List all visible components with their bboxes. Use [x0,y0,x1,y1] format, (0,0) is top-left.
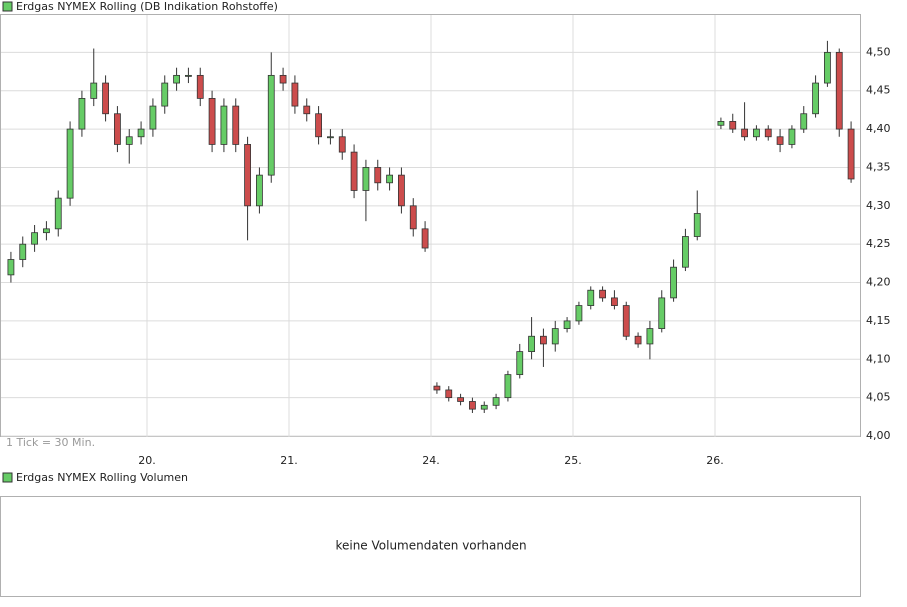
candle-body [7,259,15,276]
candle-body [492,397,500,406]
x-tick-label: 26. [706,454,724,467]
candle-body [398,174,405,207]
candle-body [847,128,855,180]
plot-area [1,15,860,437]
candle-body [504,374,512,399]
candle-body [291,82,299,107]
chart-title: Erdgas NYMEX Rolling (DB Indikation Rohs… [16,0,278,13]
candle-body [43,228,50,234]
candle-body [611,297,618,306]
candle-body [386,174,393,184]
y-tick-label: 4,15 [866,314,891,327]
candle-body [670,266,677,299]
candle-body [445,389,453,399]
candle-body [741,128,748,138]
candle-body [173,74,180,84]
candle-body [315,113,322,138]
candle-body [717,121,725,126]
candle-body [66,128,74,199]
candle-body [812,82,819,115]
candle-body [19,243,27,260]
candle-body [776,136,784,145]
candle-body [338,136,346,153]
candle-body [658,297,666,329]
annotation: 1 Tick = 30 Min. [6,436,95,449]
candle-body [528,335,535,353]
candle-body [835,51,843,130]
candle-body [634,335,642,345]
y-tick-label: 4,40 [866,122,891,135]
candle-body [78,98,86,130]
y-tick-label: 4,25 [866,237,891,250]
candle-body [244,144,251,207]
candle-body [256,174,263,207]
candle-body [137,128,145,138]
candle-body [149,105,157,130]
y-tick-label: 4,35 [866,160,891,173]
volume-title: Erdgas NYMEX Rolling Volumen [16,471,188,484]
candle-body [646,328,654,345]
y-tick-label: 4,10 [866,352,891,365]
legend-swatch [2,1,13,12]
y-tick-label: 4,50 [866,45,891,58]
candle-body [575,305,583,322]
candle-body [102,82,109,115]
candle-body [622,305,630,337]
candle-body [824,51,831,84]
candle-body [729,121,737,130]
candle-body [753,128,760,138]
candle-body [362,167,370,191]
x-tick-label: 21. [280,454,298,467]
candle-body [161,82,169,107]
candle-body [421,228,429,249]
x-tick-label: 25. [564,454,582,467]
candle-body [587,289,595,306]
candle-body [480,404,488,410]
volume-message: keine Volumendaten vorhanden [335,539,526,553]
candle-body [220,105,228,145]
candle-body [374,167,382,184]
x-tick-label: 20. [138,454,156,467]
candle-body [327,136,334,139]
candle-body [693,213,701,237]
candle-body [125,136,133,145]
candle-body [303,105,311,115]
candle-body [31,232,38,245]
candle-body [788,128,796,145]
candle-body [90,82,98,99]
y-tick-label: 4,05 [866,391,891,404]
candle-body [114,113,121,145]
y-tick-label: 4,20 [866,276,891,289]
candle-body [551,328,559,345]
candle-body [682,236,689,268]
candle-body [469,401,476,410]
candle-body [267,74,275,176]
x-tick-label: 24. [422,454,440,467]
y-tick-label: 4,00 [866,429,891,442]
legend-swatch [2,472,13,483]
candle-body [516,351,524,376]
candle-body [409,205,417,230]
y-tick-label: 4,30 [866,199,891,212]
candle-body [232,105,240,145]
candle-body [54,197,62,230]
candle-body [279,74,287,84]
candle-body [563,320,571,329]
candle-body [540,335,547,345]
candle-body [457,397,464,402]
y-tick-label: 4,45 [866,84,891,97]
candle-body [800,113,808,130]
candle-body [196,74,204,99]
candle-body [433,385,441,391]
candle-body [208,98,216,145]
volume-frame [0,496,861,597]
candle-body [350,151,358,191]
candle-body [185,74,192,77]
candle-body [599,289,606,299]
candle-body [764,128,772,138]
